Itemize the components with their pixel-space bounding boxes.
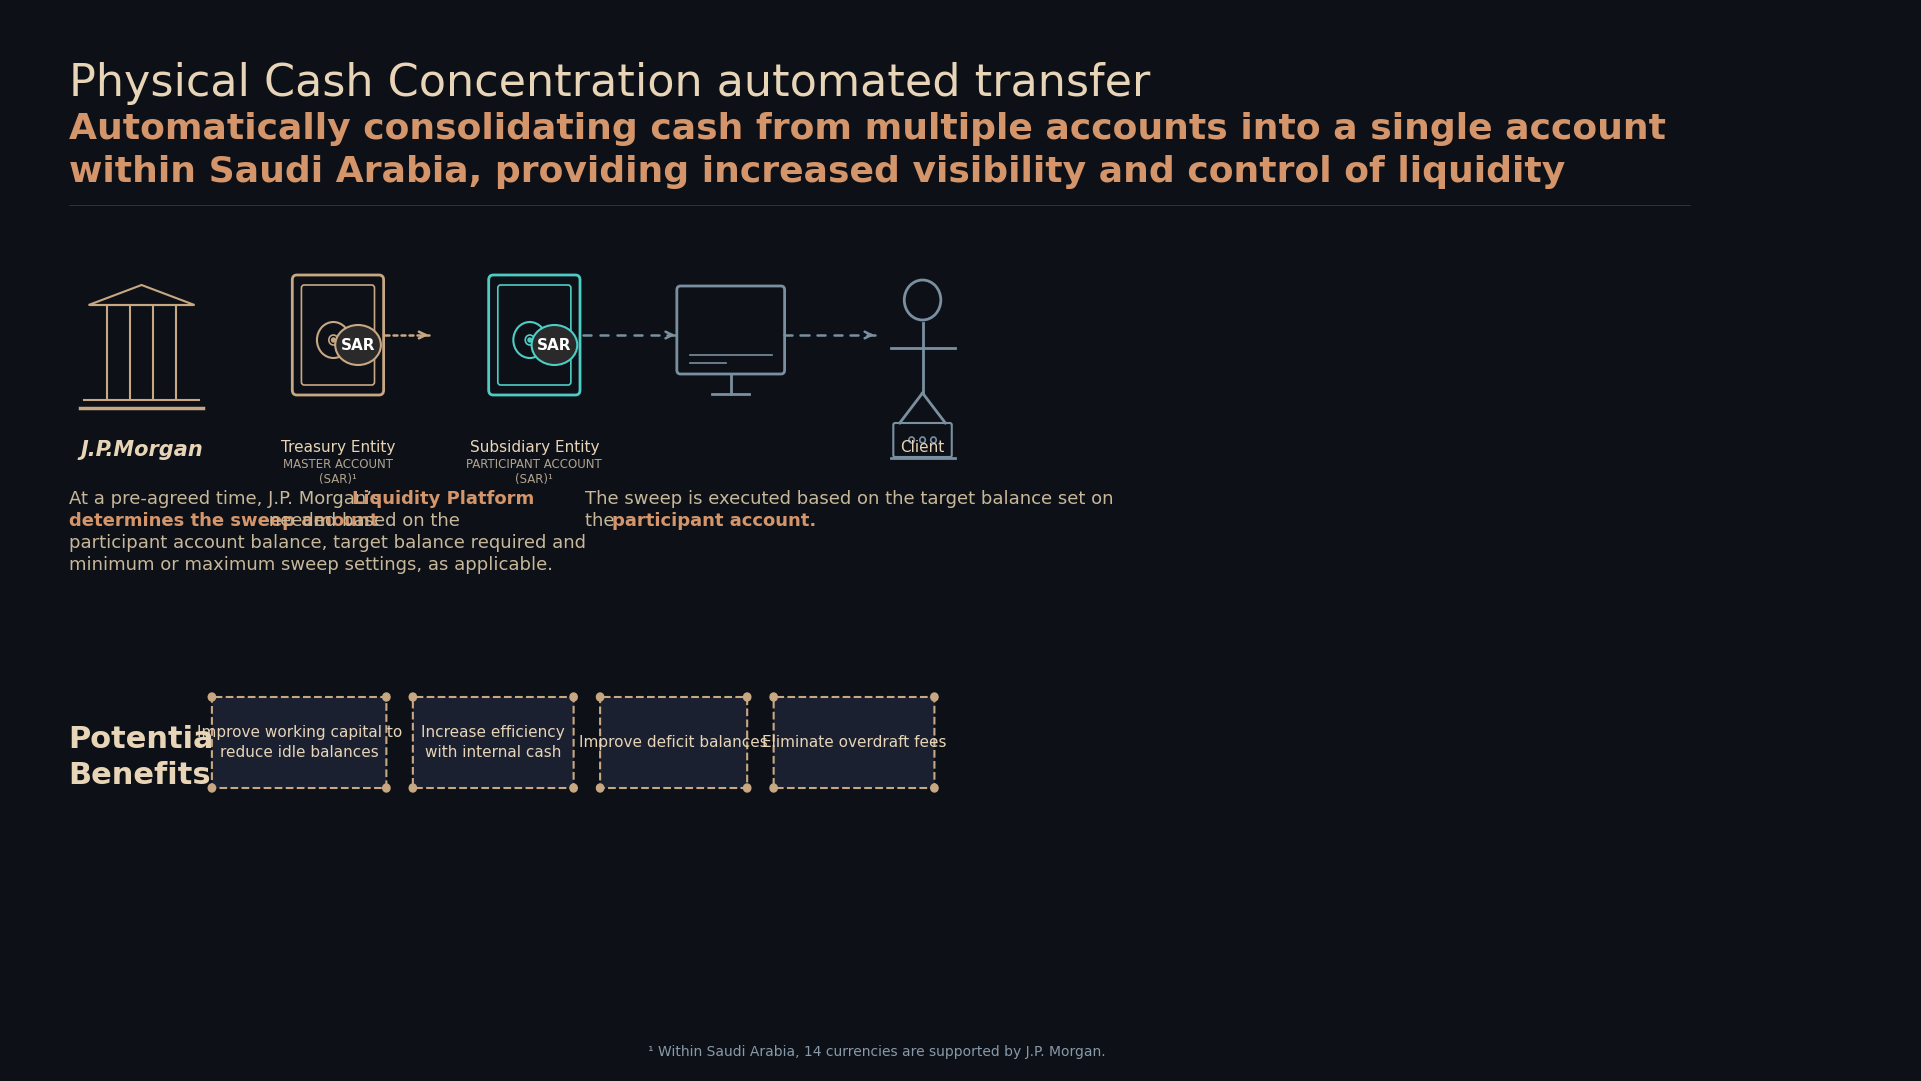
Text: Automatically consolidating cash from multiple accounts into a single account: Automatically consolidating cash from mu… [69,112,1666,146]
FancyBboxPatch shape [599,697,747,788]
Circle shape [932,693,937,700]
Circle shape [409,784,417,792]
Text: participant account balance, target balance required and: participant account balance, target bala… [69,534,586,552]
Circle shape [743,784,751,792]
FancyBboxPatch shape [498,285,571,385]
Text: J.P.Morgan: J.P.Morgan [81,440,204,461]
Text: determines the sweep amount: determines the sweep amount [69,512,378,530]
FancyBboxPatch shape [774,697,934,788]
Circle shape [932,784,937,792]
Circle shape [743,693,751,700]
Text: Client: Client [901,440,945,455]
Text: Liquidity Platform: Liquidity Platform [352,490,534,508]
Text: the: the [584,512,620,530]
Text: Potential
Benefits:: Potential Benefits: [69,725,225,790]
Text: ¹ Within Saudi Arabia, 14 currencies are supported by J.P. Morgan.: ¹ Within Saudi Arabia, 14 currencies are… [647,1045,1106,1059]
Circle shape [409,693,417,700]
Circle shape [207,784,215,792]
FancyBboxPatch shape [302,285,375,385]
Circle shape [770,784,778,792]
Text: participant account.: participant account. [613,512,816,530]
Text: The sweep is executed based on the target balance set on: The sweep is executed based on the targe… [584,490,1112,508]
Text: (SAR)¹: (SAR)¹ [515,473,553,486]
Text: Physical Cash Concentration automated transfer: Physical Cash Concentration automated tr… [69,62,1151,105]
Text: Improve deficit balances: Improve deficit balances [580,735,768,750]
Text: Treasury Entity: Treasury Entity [280,440,396,455]
Circle shape [770,693,778,700]
Circle shape [207,693,215,700]
Text: At a pre-agreed time, J.P. Morgan’s: At a pre-agreed time, J.P. Morgan’s [69,490,386,508]
Text: SAR: SAR [340,337,375,352]
Circle shape [571,693,578,700]
FancyBboxPatch shape [292,275,384,395]
Circle shape [596,784,603,792]
Text: minimum or maximum sweep settings, as applicable.: minimum or maximum sweep settings, as ap… [69,556,553,574]
FancyBboxPatch shape [211,697,386,788]
Text: Subsidiary Entity: Subsidiary Entity [469,440,599,455]
Text: SAR: SAR [538,337,572,352]
Text: (SAR)¹: (SAR)¹ [319,473,357,486]
Text: Increase efficiency
with internal cash: Increase efficiency with internal cash [421,725,565,760]
Text: needed based on the: needed based on the [263,512,459,530]
FancyBboxPatch shape [893,423,951,457]
Text: PARTICIPANT ACCOUNT: PARTICIPANT ACCOUNT [467,458,601,471]
Circle shape [317,322,350,358]
Text: MASTER ACCOUNT: MASTER ACCOUNT [282,458,394,471]
Text: within Saudi Arabia, providing increased visibility and control of liquidity: within Saudi Arabia, providing increased… [69,155,1566,189]
Circle shape [382,784,390,792]
Ellipse shape [532,325,578,365]
FancyBboxPatch shape [488,275,580,395]
Circle shape [596,693,603,700]
FancyBboxPatch shape [676,286,784,374]
FancyBboxPatch shape [413,697,574,788]
Circle shape [513,322,546,358]
Circle shape [571,784,578,792]
Ellipse shape [336,325,380,365]
Circle shape [528,338,532,342]
Circle shape [332,338,336,342]
Circle shape [382,693,390,700]
Text: Eliminate overdraft fees: Eliminate overdraft fees [763,735,947,750]
Text: Improve working capital to
reduce idle balances: Improve working capital to reduce idle b… [196,725,401,760]
